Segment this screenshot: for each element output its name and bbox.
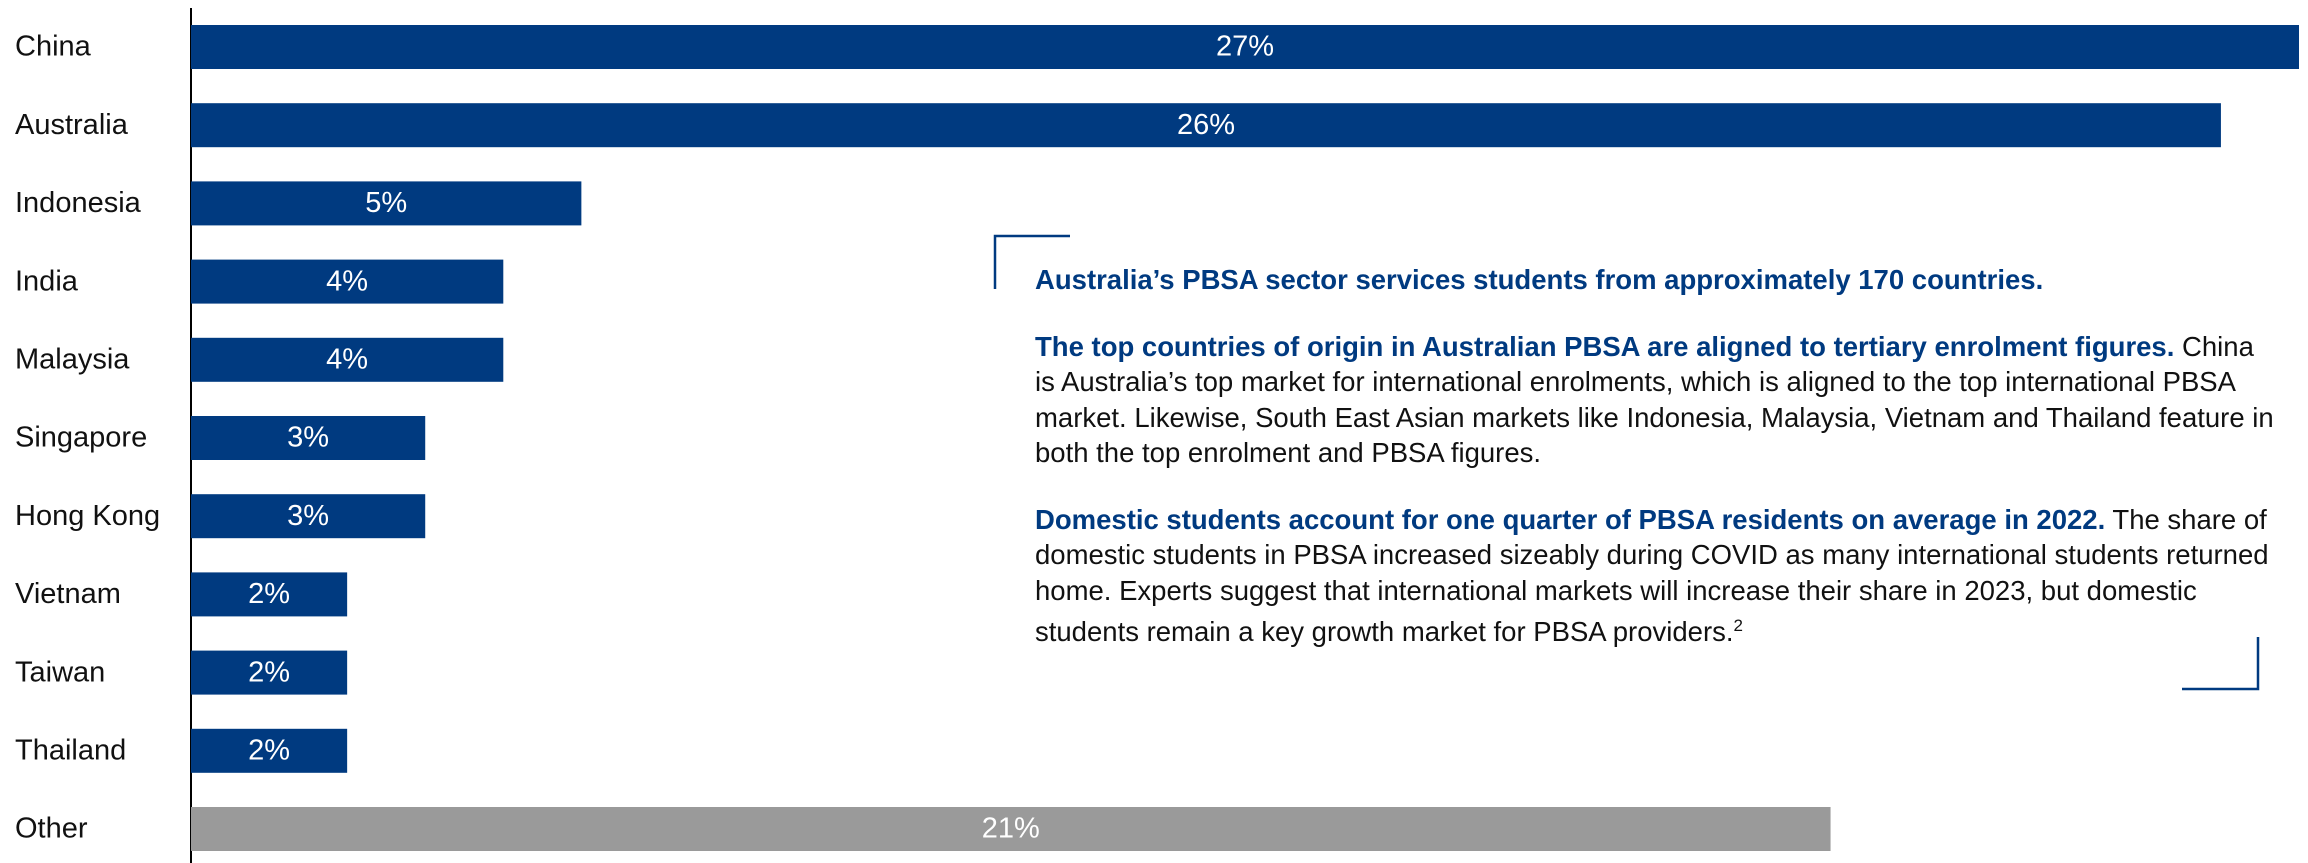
value-label: 2% bbox=[248, 734, 290, 766]
value-label: 21% bbox=[982, 813, 1040, 845]
annotation: Domestic students account for one quarte… bbox=[1035, 502, 2275, 650]
bar bbox=[191, 337, 504, 382]
category-label: Hong Kong bbox=[15, 500, 160, 532]
bar bbox=[191, 259, 504, 304]
value-label: 26% bbox=[1177, 109, 1235, 141]
annotation-heading: The top countries of origin in Australia… bbox=[1035, 330, 2175, 362]
bar bbox=[191, 494, 426, 539]
category-label: Malaysia bbox=[15, 343, 130, 375]
value-label: 2% bbox=[248, 578, 290, 610]
bar bbox=[191, 25, 2299, 69]
bar bbox=[191, 807, 1831, 851]
category-label: Australia bbox=[15, 109, 129, 141]
footnote-ref: 2 bbox=[1733, 616, 1743, 635]
category-label: Vietnam bbox=[15, 578, 121, 610]
value-label: 3% bbox=[287, 500, 329, 532]
annotation-heading: Domestic students account for one quarte… bbox=[1035, 503, 2106, 535]
bar bbox=[191, 103, 2221, 148]
bar bbox=[191, 416, 426, 460]
category-label: China bbox=[15, 31, 92, 63]
category-label: India bbox=[15, 265, 79, 297]
annotation: Australia’s PBSA sector services student… bbox=[1035, 262, 2275, 298]
bar bbox=[191, 181, 582, 226]
value-label: 5% bbox=[365, 187, 407, 219]
category-label: Taiwan bbox=[15, 656, 105, 688]
value-label: 2% bbox=[248, 656, 290, 688]
category-label: Indonesia bbox=[15, 187, 142, 219]
annotation-text: The share of domestic students in PBSA i… bbox=[1035, 503, 2269, 648]
annotation-heading: Australia’s PBSA sector services student… bbox=[1035, 264, 2044, 295]
category-label: Other bbox=[15, 813, 88, 845]
bar bbox=[191, 650, 348, 695]
category-label: Singapore bbox=[15, 422, 147, 454]
annotation-block: Australia’s PBSA sector services student… bbox=[1035, 262, 2275, 681]
value-label: 27% bbox=[1216, 31, 1274, 63]
category-label: Thailand bbox=[15, 734, 126, 766]
value-label: 4% bbox=[326, 265, 368, 297]
bracket bbox=[2182, 637, 2260, 691]
bar bbox=[191, 572, 348, 617]
value-label: 4% bbox=[326, 343, 368, 375]
annotation: The top countries of origin in Australia… bbox=[1035, 329, 2275, 471]
bracket bbox=[993, 234, 1070, 289]
bar bbox=[191, 728, 348, 773]
value-label: 3% bbox=[287, 422, 329, 454]
annotation-text: China is Australia’s top market for inte… bbox=[1035, 330, 2274, 469]
